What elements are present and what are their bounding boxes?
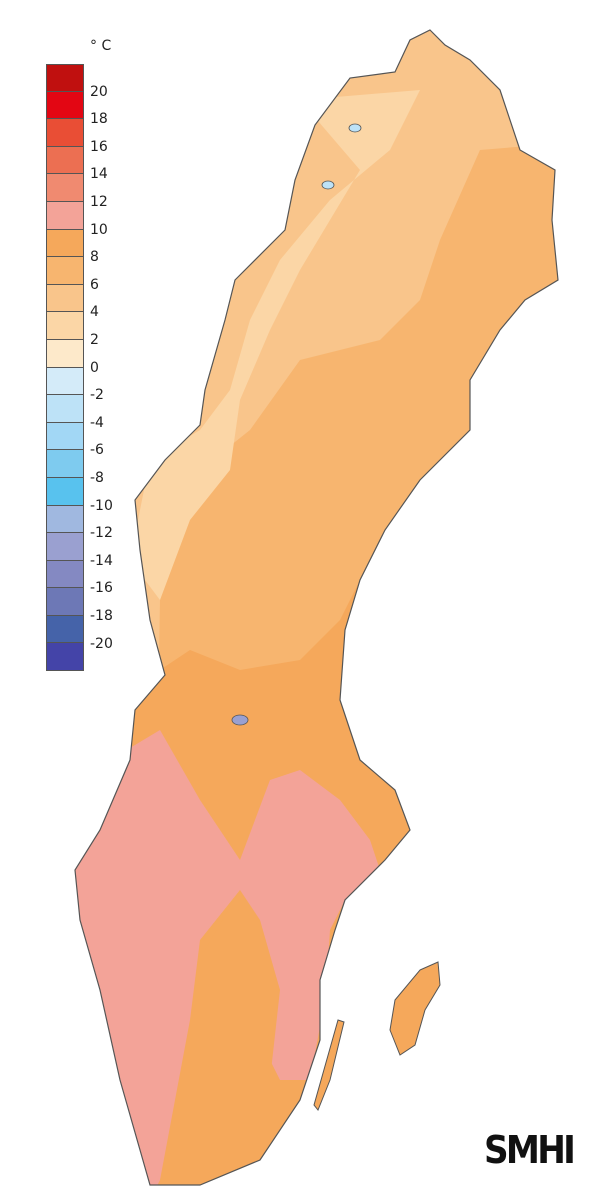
legend-label: 18	[90, 111, 108, 128]
legend-label: 16	[90, 138, 108, 155]
legend-label: -8	[90, 470, 104, 486]
legend-swatch	[46, 119, 84, 147]
legend-swatch	[46, 174, 84, 202]
legend-swatch	[46, 533, 84, 561]
legend-label: -4	[90, 414, 104, 431]
legend-label: 6	[90, 276, 99, 293]
legend-swatch	[46, 201, 84, 230]
zone-middle-southeast	[200, 890, 280, 1080]
legend-label: -10	[90, 497, 113, 514]
legend-label: -18	[90, 608, 113, 624]
legend-label: -12	[90, 525, 113, 542]
legend-label: -2	[90, 387, 104, 404]
legend-swatch	[46, 588, 84, 616]
legend-swatch	[46, 477, 84, 506]
legend-swatch	[46, 643, 84, 672]
oland	[313, 1019, 345, 1111]
legend-label: 12	[90, 194, 108, 210]
color-legend	[46, 64, 84, 672]
legend-label: -16	[90, 580, 113, 597]
gotland	[389, 961, 441, 1056]
legend-label: -6	[90, 442, 104, 459]
legend-swatch	[46, 257, 84, 285]
legend-swatch	[46, 312, 84, 340]
legend-label: 8	[90, 249, 99, 266]
legend-unit: ° C	[90, 38, 112, 54]
legend-swatch	[46, 339, 84, 368]
legend-label: 10	[90, 221, 108, 238]
legend-swatch	[46, 395, 84, 423]
legend-label: -20	[90, 635, 113, 652]
legend-swatch	[46, 64, 84, 92]
legend-swatch	[46, 450, 84, 478]
legend-swatch	[46, 367, 84, 396]
legend-label: 0	[90, 359, 99, 376]
legend-swatch	[46, 505, 84, 534]
legend-swatch	[46, 615, 84, 644]
legend-label: -14	[90, 552, 113, 569]
legend-swatch	[46, 146, 84, 175]
legend-swatch	[46, 560, 84, 589]
legend-swatch	[46, 422, 84, 451]
lake-north-1	[348, 123, 362, 133]
legend-swatch	[46, 91, 84, 120]
smhi-logo: SMHI	[484, 1128, 576, 1172]
legend-swatch	[46, 229, 84, 258]
legend-label: 20	[90, 83, 108, 100]
legend-label: 2	[90, 332, 99, 348]
lake-north-2	[321, 180, 335, 190]
lake-vanern	[231, 714, 249, 726]
zone-mountains	[130, 90, 420, 600]
legend-label: 4	[90, 304, 99, 321]
legend-swatch	[46, 284, 84, 313]
legend-label: 14	[90, 166, 108, 183]
